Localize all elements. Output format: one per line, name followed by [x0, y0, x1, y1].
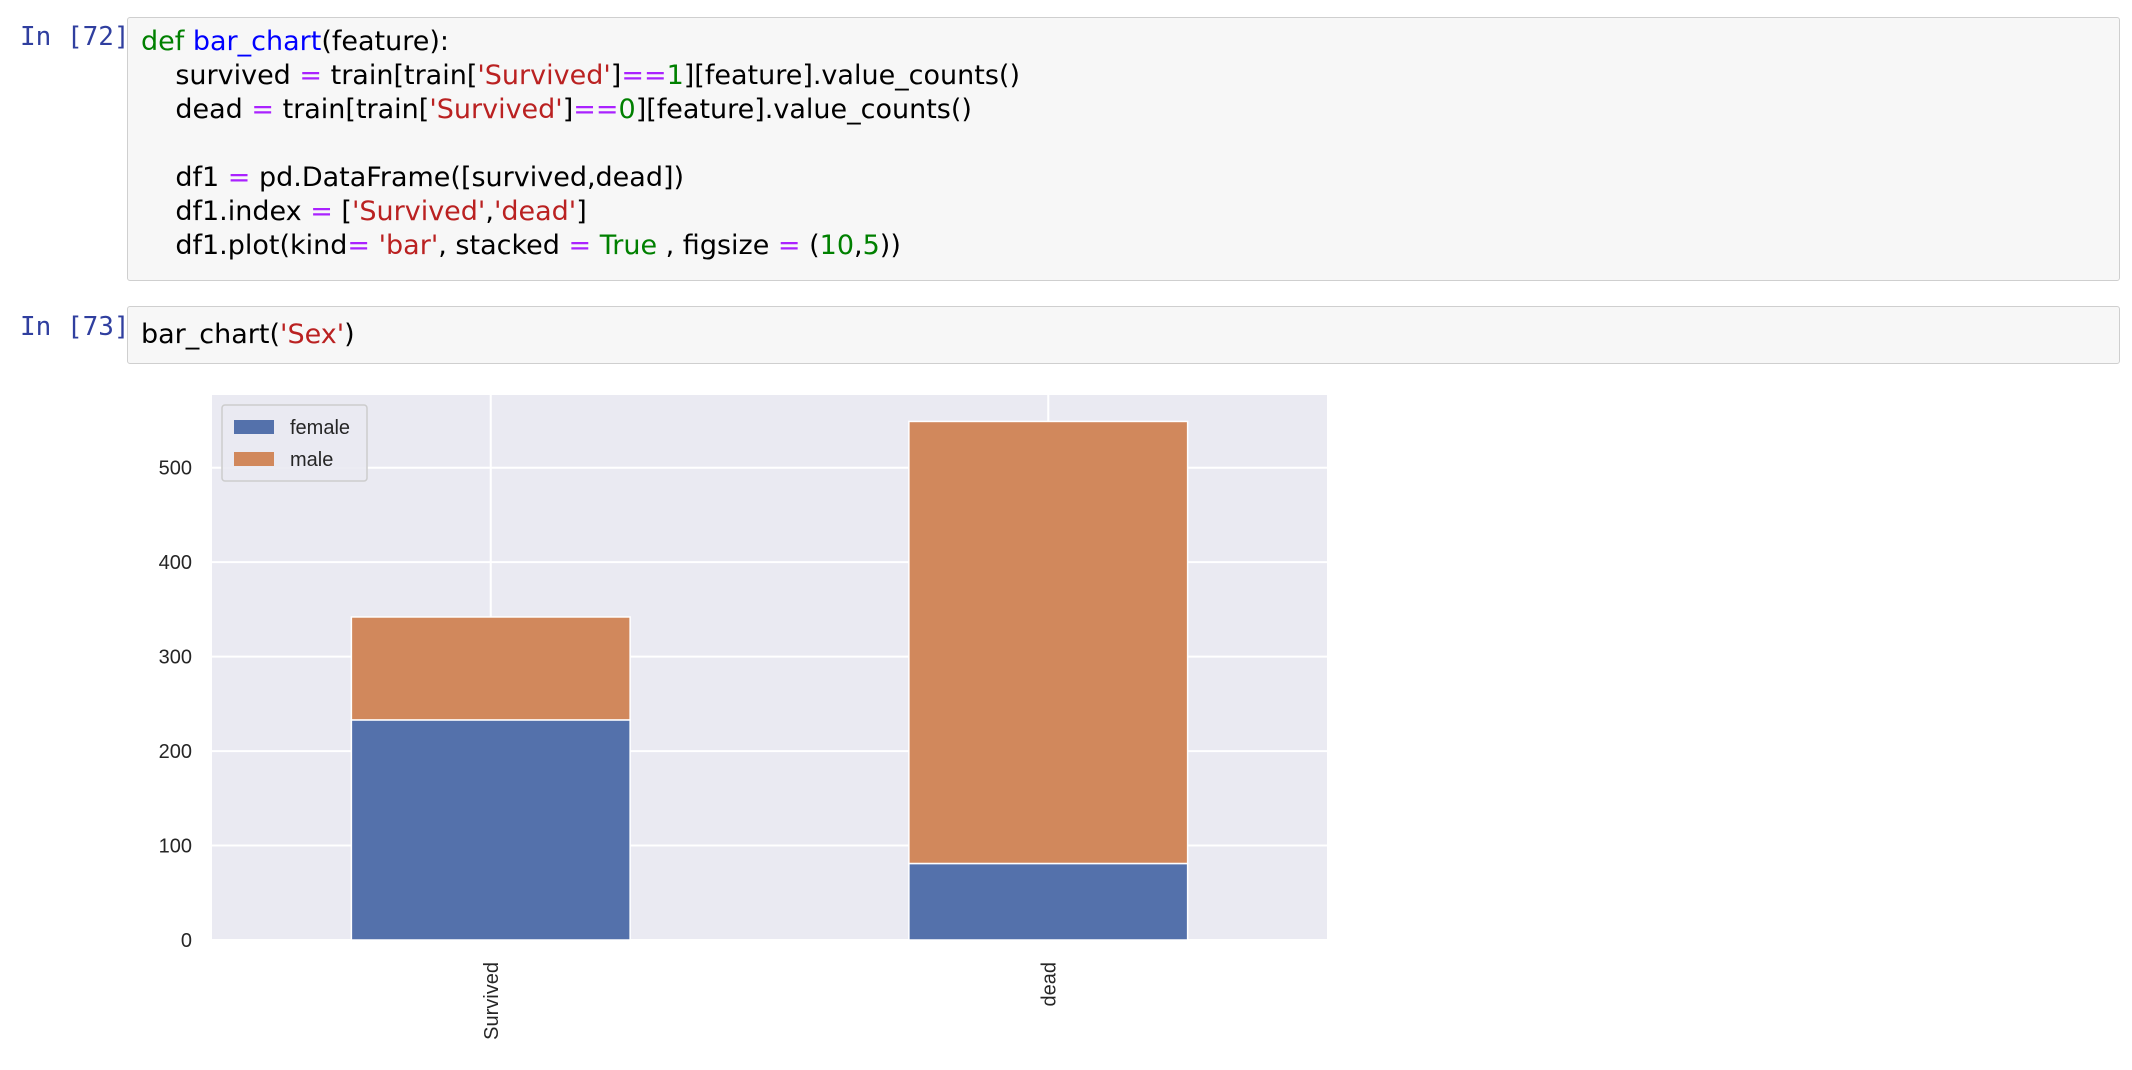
bar-female-Survived	[350, 719, 631, 941]
bar-female-dead	[908, 862, 1189, 941]
code-token: [	[332, 196, 352, 227]
code-token: train[train[	[273, 94, 430, 125]
legend: female male	[221, 404, 368, 482]
code-line: bar_chart('Sex')	[141, 318, 2119, 352]
code-token: ==	[621, 60, 667, 91]
code-token	[591, 230, 600, 261]
x-tick-label: Survived	[481, 962, 503, 1040]
code-token: 5	[862, 230, 880, 261]
code-token: 'dead'	[493, 196, 577, 227]
code-line: df1.index = ['Survived','dead']	[141, 195, 2119, 229]
code-block: bar_chart('Sex')	[128, 307, 2119, 352]
code-line	[141, 127, 2119, 161]
code-token: 'Survived'	[477, 60, 611, 91]
code-line: survived = train[train['Survived']==1][f…	[141, 59, 2119, 93]
code-cell-input-73[interactable]: bar_chart('Sex')	[127, 306, 2120, 364]
y-tick-label: 0	[181, 930, 192, 952]
code-token: , figsize	[657, 230, 778, 261]
code-token: ][feature].value_counts()	[635, 94, 972, 125]
code-cell-input-72[interactable]: def bar_chart(feature): survived = train…	[127, 17, 2120, 281]
code-token: ]	[576, 196, 587, 227]
code-token: )	[344, 319, 355, 350]
code-line: def bar_chart(feature):	[141, 25, 2119, 59]
code-token: pd.DataFrame([survived,dead])	[250, 162, 685, 193]
code-token: 'Survived'	[429, 94, 563, 125]
code-block: def bar_chart(feature): survived = train…	[128, 18, 2119, 263]
code-token: 10	[819, 230, 854, 261]
code-token: def	[141, 26, 185, 57]
bars	[350, 420, 1189, 941]
code-token: ,	[854, 230, 863, 261]
code-token: =	[299, 60, 323, 91]
legend-label: male	[290, 449, 333, 471]
code-token: =	[251, 94, 274, 125]
code-token: df1.plot(kind	[141, 230, 348, 261]
code-token: 0	[618, 94, 636, 125]
y-tick-label: 500	[159, 458, 192, 480]
code-token: (feature):	[321, 26, 449, 57]
code-token: ))	[879, 230, 901, 261]
legend-label: female	[290, 417, 350, 439]
y-tick-label: 300	[159, 647, 192, 669]
code-token: =	[227, 162, 251, 193]
code-token: dead	[141, 94, 252, 125]
code-token: 'bar'	[378, 230, 439, 261]
code-token: (	[800, 230, 820, 261]
code-token: 'Survived'	[351, 196, 486, 227]
code-token: df1	[141, 162, 228, 193]
y-tick-label: 100	[159, 836, 192, 858]
code-token: ,	[485, 196, 494, 227]
y-tick-label: 200	[159, 741, 192, 763]
legend-swatch-male	[234, 452, 274, 466]
code-token: ==	[573, 94, 619, 125]
code-token: ]	[610, 60, 622, 91]
code-token: =	[347, 230, 371, 261]
x-axis-ticks: Survived dead	[481, 962, 1061, 1040]
y-tick-label: 400	[159, 552, 192, 574]
code-token: 'Sex'	[280, 319, 345, 350]
code-token: df1.index	[141, 196, 311, 227]
x-tick-label: dead	[1038, 962, 1060, 1007]
code-token: ]	[562, 94, 574, 125]
code-token: =	[310, 196, 333, 227]
code-token: bar_chart	[192, 26, 322, 57]
code-token: train[train[	[322, 60, 478, 91]
code-token: 1	[666, 60, 684, 91]
code-token: survived	[141, 60, 300, 91]
bar-male-dead	[908, 420, 1189, 865]
code-token: True	[599, 230, 658, 261]
code-line: df1.plot(kind= 'bar', stacked = True , f…	[141, 229, 2119, 263]
code-token: ][feature].value_counts()	[683, 60, 1020, 91]
code-line: df1 = pd.DataFrame([survived,dead])	[141, 161, 2119, 195]
code-token: , stacked	[438, 230, 569, 261]
code-token	[370, 230, 379, 261]
y-axis-ticks: 0 100 200 300 400 500	[159, 458, 192, 952]
code-token	[184, 26, 193, 57]
code-token: =	[777, 230, 801, 261]
legend-swatch-female	[234, 420, 274, 434]
code-token: bar_chart(	[141, 319, 281, 350]
stacked-bar-chart: 0 100 200 300 400 500 Survived dead female male	[159, 395, 1327, 1040]
bar-male-Survived	[350, 616, 631, 721]
code-token: =	[568, 230, 592, 261]
code-line: dead = train[train['Survived']==0][featu…	[141, 93, 2119, 127]
